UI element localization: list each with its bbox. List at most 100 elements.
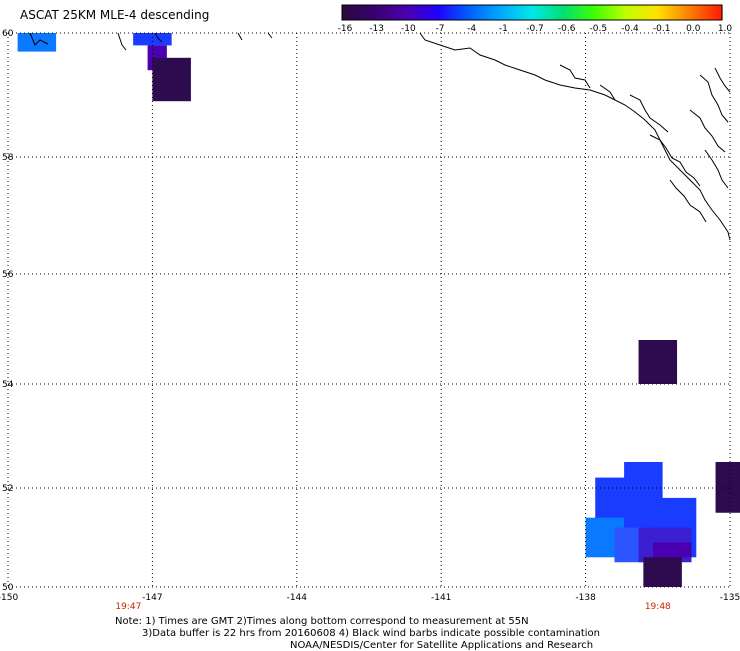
colorbar-segment — [462, 5, 467, 20]
colorbar-segment — [544, 5, 549, 20]
colorbar-segment — [547, 5, 552, 20]
colorbar-segment — [367, 5, 372, 20]
colorbar-segment — [620, 5, 625, 20]
wind-cell — [152, 57, 191, 102]
colorbar-segment — [690, 5, 695, 20]
colorbar-segment — [380, 5, 384, 20]
colorbar-segment — [468, 5, 473, 20]
colorbar-segment — [693, 5, 698, 20]
colorbar-segment — [582, 5, 587, 20]
colorbar-segment — [392, 5, 397, 20]
latitude-label: 60 — [2, 29, 14, 39]
colorbar: -16 -13 -10 -7 -4 -1 -0.7 -0.6 -0.5 -0.4 -0.1 0.0 1.… — [338, 4, 732, 34]
colorbar-segment — [696, 5, 701, 20]
longitude-label: -141 — [431, 593, 451, 603]
note-line-2: 3)Data buffer is 22 hrs from 20160608 4)… — [142, 628, 600, 639]
latitude-label: 56 — [2, 270, 14, 280]
colorbar-segment — [351, 5, 356, 20]
colorbar-segment — [649, 5, 653, 20]
time-label: 19:48 — [645, 602, 671, 612]
colorbar-segment — [487, 5, 492, 20]
colorbar-segment — [604, 5, 609, 20]
colorbar-label: -1 — [499, 24, 508, 34]
colorbar-segment — [680, 5, 685, 20]
colorbar-segment — [585, 5, 590, 20]
colorbar-segment — [522, 5, 527, 20]
coastline-segment — [649, 134, 701, 187]
colorbar-segment — [424, 5, 429, 20]
colorbar-segment — [503, 5, 508, 20]
colorbar-segment — [718, 5, 723, 20]
colorbar-segment — [370, 5, 375, 20]
axis-labels: -150 -147 -144 -141 -138 -135 50 52 54 56 58 60 19:4… — [0, 29, 740, 612]
colorbar-segment — [608, 5, 612, 20]
colorbar-label: 0.0 — [686, 24, 701, 34]
wind-cell — [643, 557, 682, 587]
coastline-segment — [689, 109, 726, 153]
colorbar-segment — [677, 5, 682, 20]
colorbar-segment — [519, 5, 524, 20]
colorbar-segment — [563, 5, 568, 20]
colorbar-segment — [471, 5, 476, 20]
colorbar-segment — [668, 5, 672, 20]
colorbar-segment — [532, 5, 536, 20]
colorbar-segment — [541, 5, 546, 20]
colorbar-segment — [500, 5, 505, 20]
colorbar-segment — [712, 5, 717, 20]
wind-cells — [17, 33, 740, 587]
colorbar-segment — [614, 5, 619, 20]
colorbar-segment — [345, 5, 349, 20]
colorbar-segment — [354, 5, 359, 20]
colorbar-segment — [395, 5, 400, 20]
colorbar-segment — [601, 5, 606, 20]
colorbar-segment — [652, 5, 657, 20]
colorbar-segment — [589, 5, 593, 20]
time-label: 19:47 — [115, 602, 141, 612]
colorbar-segment — [576, 5, 581, 20]
latitude-label: 50 — [2, 583, 14, 593]
coastline-segment — [419, 32, 731, 241]
colorbar-segment — [414, 5, 419, 20]
colorbar-segment — [573, 5, 577, 20]
colorbar-segment — [706, 5, 710, 20]
colorbar-segment — [566, 5, 571, 20]
colorbar-segment — [671, 5, 676, 20]
colorbar-segment — [389, 5, 394, 20]
colorbar-segment — [687, 5, 691, 20]
colorbar-segment — [443, 5, 448, 20]
colorbar-segment — [497, 5, 501, 20]
colorbar-segment — [433, 5, 438, 20]
latitude-label: 58 — [2, 153, 14, 163]
colorbar-segment — [636, 5, 641, 20]
coastline-segment — [154, 32, 163, 43]
colorbar-label: -10 — [401, 24, 416, 34]
colorbar-segment — [383, 5, 387, 20]
colorbar-segment — [623, 5, 628, 20]
longitude-label: -150 — [0, 593, 18, 603]
colorbar-label: -16 — [338, 24, 353, 34]
colorbar-label: -7 — [436, 24, 445, 34]
colorbar-segment — [373, 5, 378, 20]
colorbar-segment — [551, 5, 555, 20]
longitude-label: -144 — [287, 593, 308, 603]
wind-cell — [17, 33, 57, 52]
colorbar-segment — [440, 5, 444, 20]
colorbar-segment — [579, 5, 584, 20]
coastline-segment — [629, 94, 669, 133]
colorbar-label: -0.6 — [558, 24, 576, 34]
colorbar-segment — [513, 5, 517, 20]
colorbar-segment — [570, 5, 574, 20]
colorbar-segment — [598, 5, 603, 20]
colorbar-label: -0.7 — [526, 24, 544, 34]
colorbar-segment — [427, 5, 432, 20]
colorbar-segment — [557, 5, 562, 20]
colorbar-label: -0.1 — [653, 24, 671, 34]
note-line-1: Note: 1) Times are GMT 2)Times along bot… — [115, 616, 529, 627]
colorbar-segment — [538, 5, 543, 20]
colorbar-segment — [481, 5, 486, 20]
colorbar-segment — [456, 5, 460, 20]
colorbar-segment — [658, 5, 663, 20]
colorbar-segment — [592, 5, 596, 20]
colorbar-segment — [386, 5, 391, 20]
